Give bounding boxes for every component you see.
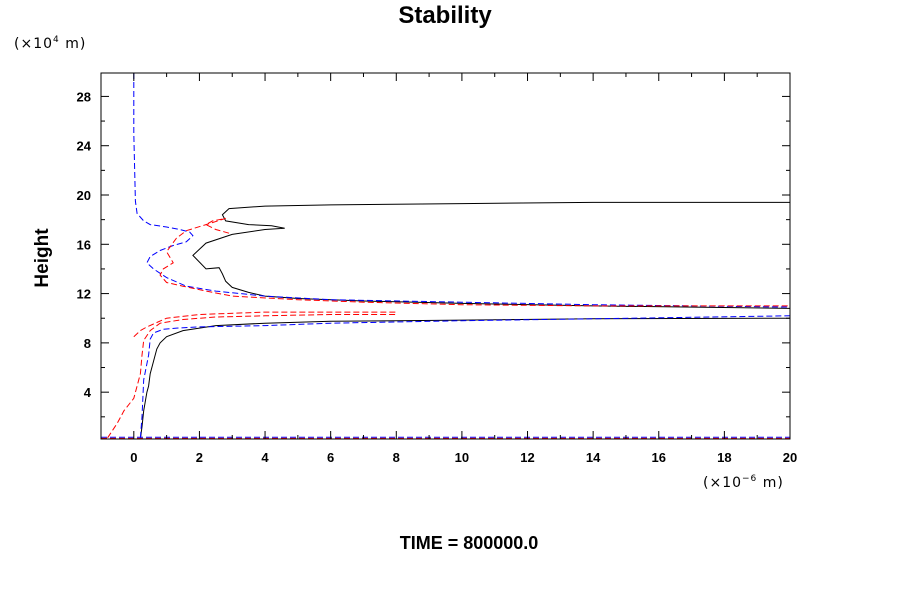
x-tick-label: 0: [130, 450, 137, 465]
x-tick-label: 8: [393, 450, 400, 465]
plot-frame: [100, 72, 791, 440]
y-tick-label: 20: [77, 188, 91, 203]
x-unit-suffix: m): [757, 475, 784, 491]
x-tick-label: 12: [520, 450, 534, 465]
x-unit-prefix: (×10: [703, 475, 742, 491]
y-tick-label: 4: [84, 385, 92, 400]
series-0-line-1: [192, 201, 790, 309]
x-tick-label: 18: [717, 450, 731, 465]
series-1-line-0: [133, 73, 790, 308]
series-2-line-0: [159, 217, 790, 307]
x-tick-label: 14: [586, 450, 601, 465]
y-unit-suffix: m): [60, 36, 87, 52]
y-tick-label: 16: [77, 237, 91, 252]
x-unit-exponent: −6: [742, 474, 757, 484]
series-2-line-2: [133, 311, 397, 338]
series-layer: [101, 73, 790, 439]
y-tick-label: 24: [77, 139, 92, 154]
series-2-line-1: [107, 314, 397, 439]
series-0-line-0: [139, 317, 790, 439]
x-tick-label: 4: [261, 450, 269, 465]
x-tick-label: 2: [196, 450, 203, 465]
y-tick-label: 8: [84, 336, 91, 351]
y-unit-exponent: 4: [53, 35, 60, 45]
x-tick-label: 20: [783, 450, 797, 465]
y-axis-unit: (×104 m): [14, 35, 86, 52]
x-tick-label: 10: [455, 450, 469, 465]
x-axis-unit: (×10−6 m): [703, 474, 784, 491]
series-1-line-1: [139, 315, 790, 438]
y-tick-label: 12: [77, 287, 91, 302]
x-tick-label: 6: [327, 450, 334, 465]
time-annotation: TIME = 800000.0: [400, 533, 539, 553]
chart-title: Stability: [398, 2, 492, 29]
x-tick-label: 16: [652, 450, 666, 465]
y-axis-label: Height: [32, 228, 53, 288]
y-unit-prefix: (×10: [14, 36, 53, 52]
y-tick-label: 28: [77, 89, 91, 104]
